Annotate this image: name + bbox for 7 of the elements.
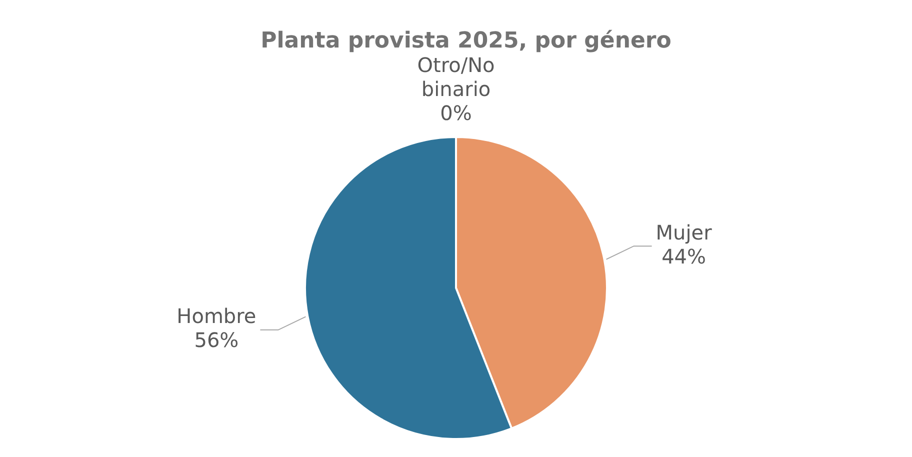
data-label: 44% <box>662 244 706 268</box>
slice-label: Hombre <box>176 304 256 328</box>
chart-title: Planta provista 2025, por género <box>260 28 672 54</box>
text: 0% <box>440 101 472 126</box>
data-label: 56% <box>194 328 239 352</box>
category-label: Otro/No binario <box>417 53 495 102</box>
slice-label: Mujer <box>656 220 713 244</box>
